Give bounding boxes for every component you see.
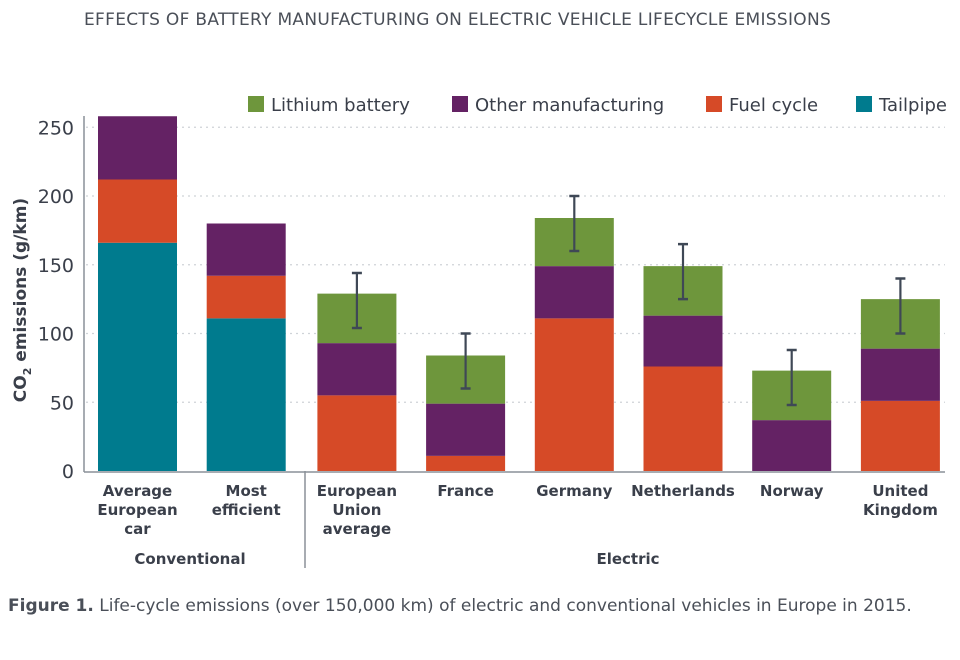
bar-segment-fuel-cycle xyxy=(643,366,723,471)
x-tick-label: Kingdom xyxy=(863,501,938,519)
y-tick-label: 100 xyxy=(38,324,74,346)
bar-segment-other-manufacturing xyxy=(317,343,397,396)
legend-swatch xyxy=(452,96,468,112)
page-title: EFFECTS OF BATTERY MANUFACTURING ON ELEC… xyxy=(84,10,832,30)
x-tick-label: European xyxy=(317,482,397,500)
y-tick-label: 250 xyxy=(38,117,74,139)
bar-segment-other-manufacturing xyxy=(752,420,832,471)
group-label: Conventional xyxy=(134,550,245,568)
x-tick-label: United xyxy=(872,482,928,500)
x-tick-label: European xyxy=(97,501,177,519)
bar-segment-other-manufacturing xyxy=(643,315,723,367)
legend-label: Fuel cycle xyxy=(729,95,818,116)
x-tick-label: France xyxy=(437,482,494,500)
x-tick-label: Union xyxy=(332,501,381,519)
bar-segment-fuel-cycle xyxy=(206,275,286,319)
bar-segment-tailpipe xyxy=(98,242,177,471)
caption-label: Figure 1. xyxy=(8,596,94,616)
group-label: Electric xyxy=(596,550,659,568)
bar-segment-other-manufacturing xyxy=(426,403,506,456)
x-tick-label: average xyxy=(323,520,392,538)
legend-swatch xyxy=(856,96,872,112)
bar-segment-fuel-cycle xyxy=(860,400,940,471)
bar-segment-other-manufacturing xyxy=(534,266,614,319)
x-tick-label: Average xyxy=(103,482,172,500)
legend-label: Lithium battery xyxy=(271,95,410,116)
bar-segment-fuel-cycle xyxy=(426,455,506,471)
x-tick-label: Germany xyxy=(536,482,612,500)
y-axis-label: CO2 emissions (g/km) xyxy=(11,198,34,402)
bar-segment-other-manufacturing xyxy=(860,348,940,401)
y-tick-label: 50 xyxy=(50,392,74,414)
x-tick-label: car xyxy=(124,520,151,538)
legend-swatch xyxy=(706,96,722,112)
bar-segment-other-manufacturing xyxy=(98,116,177,180)
bar-segment-fuel-cycle xyxy=(317,395,397,471)
y-tick-label: 200 xyxy=(38,186,74,208)
y-tick-label: 150 xyxy=(38,255,74,277)
bar-segment-tailpipe xyxy=(206,318,286,471)
stacked-bar-chart: 0 50 100 150 200 250 CO2 emissions (g/km) Avera… xyxy=(11,95,947,568)
legend-label: Tailpipe xyxy=(878,95,947,116)
caption-text: Life-cycle emissions (over 150,000 km) o… xyxy=(93,596,912,616)
bar-segment-fuel-cycle xyxy=(534,318,614,471)
x-tick-label: Netherlands xyxy=(631,482,735,500)
x-tick-label: Most xyxy=(226,482,267,500)
legend-swatch xyxy=(248,96,264,112)
legend-label: Other manufacturing xyxy=(475,95,664,116)
y-tick-label: 0 xyxy=(62,461,74,483)
bar-segment-fuel-cycle xyxy=(98,179,177,243)
figure-caption: Figure 1. Life-cycle emissions (over 150… xyxy=(8,594,948,619)
x-tick-label: efficient xyxy=(212,501,281,519)
x-tick-label: Norway xyxy=(760,482,824,500)
bar-segment-other-manufacturing xyxy=(206,223,286,276)
